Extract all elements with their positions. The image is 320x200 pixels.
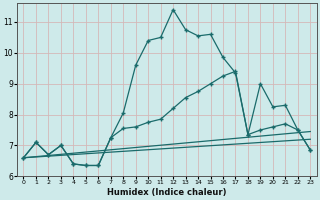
X-axis label: Humidex (Indice chaleur): Humidex (Indice chaleur) (107, 188, 227, 197)
